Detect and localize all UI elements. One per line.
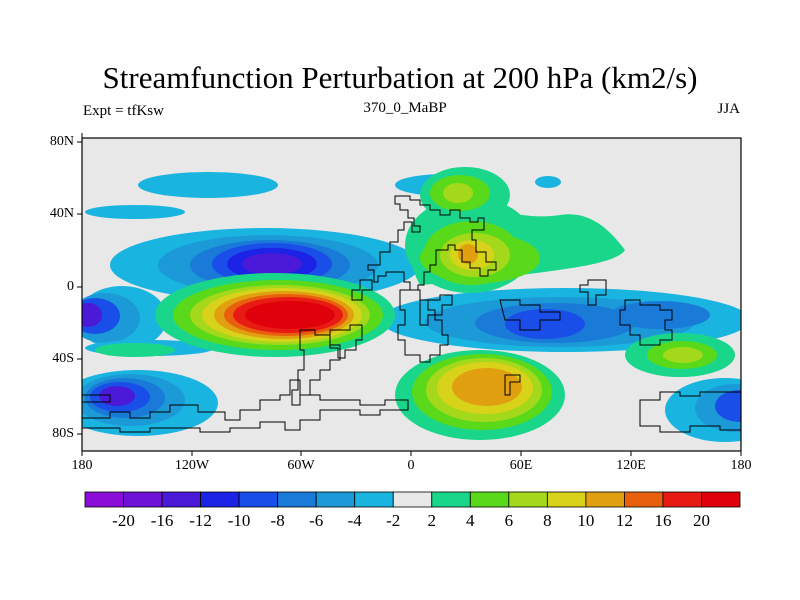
colorbar-box: [546, 491, 587, 508]
colorbar-box: [392, 491, 433, 508]
colorbar-box: [123, 491, 163, 508]
colorbar-label: -20: [112, 511, 135, 530]
colorbar-box: [84, 491, 124, 508]
season-label: JJA: [717, 101, 740, 117]
colorbar-label: 4: [466, 511, 475, 530]
contour-na-high: [138, 172, 278, 198]
outline-north-africa-eurasia: [367, 195, 497, 291]
colorbar-label: 10: [577, 511, 595, 530]
outline-south-america-east: [329, 324, 363, 359]
lat-tick-label: 80S: [52, 426, 74, 441]
colorbar-box: [277, 491, 317, 508]
colorbar-label: -12: [189, 511, 212, 530]
colorbar-box: [469, 491, 510, 508]
colorbar-box: [701, 491, 741, 508]
outline-australia: [619, 299, 673, 346]
colorbar-label: -4: [347, 511, 362, 530]
lat-tick-label: 40N: [49, 206, 74, 221]
colorbar-label: 20: [692, 511, 710, 530]
colorbar-box: [585, 491, 625, 508]
colorbar-box: [508, 491, 548, 508]
axis-ticks: [77, 133, 742, 456]
colorbar: [84, 491, 741, 508]
lon-tick-label: 180: [71, 458, 93, 473]
positive-anomalies: [95, 167, 735, 440]
colorbar-label: -8: [270, 511, 285, 530]
colorbar-label: 8: [543, 511, 552, 530]
lon-tick-label: 60W: [287, 458, 315, 473]
colorbar-box: [662, 491, 702, 508]
outline-antarctica-west: [82, 379, 409, 433]
experiment-label: Expt = tfKsw: [83, 103, 164, 119]
colorbar-label: 16: [654, 511, 672, 530]
colorbar-label: -10: [227, 511, 251, 530]
colorbar-label: 6: [504, 511, 514, 530]
lon-tick-label: 0: [407, 458, 415, 473]
colorbar-box: [431, 491, 471, 508]
lon-tick-label: 60E: [509, 458, 533, 473]
continent-outlines: [82, 195, 741, 433]
colorbar-box: [161, 491, 201, 508]
negative-anomalies: [82, 172, 741, 442]
lon-tick-label: 120W: [174, 458, 210, 473]
colorbar-box: [315, 491, 356, 508]
colorbar-label: -6: [309, 511, 324, 530]
lon-tick-label: 120E: [616, 458, 646, 473]
colorbar-label: 2: [427, 511, 437, 530]
run-label: 370_0_MaBP: [363, 100, 447, 116]
plot-title: Streamfunction Perturbation at 200 hPa (…: [102, 60, 698, 95]
colorbar-box: [238, 491, 279, 508]
colorbar-box: [200, 491, 240, 508]
outline-africa-south: [397, 289, 449, 363]
outline-antarctica-east: [639, 391, 741, 433]
colorbar-label: -16: [150, 511, 174, 530]
lat-tick-label: 0: [67, 279, 74, 294]
lat-tick-label: 40S: [52, 351, 74, 366]
colorbar-box: [354, 491, 394, 508]
lon-tick-label: 180: [730, 458, 752, 473]
colorbar-label: -2: [386, 511, 401, 530]
lat-tick-label: 80N: [49, 134, 74, 149]
colorbar-box: [624, 491, 664, 508]
colorbar-label: 12: [615, 511, 633, 530]
